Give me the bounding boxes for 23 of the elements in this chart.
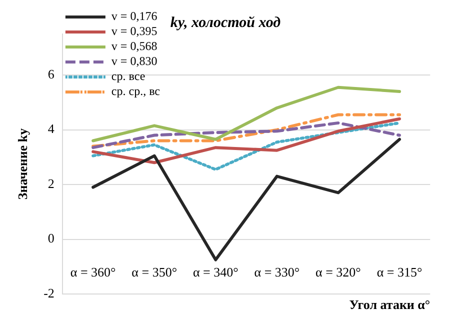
y-tick-label: 2 [48,176,54,191]
legend-label: v = 0,568 [111,39,158,54]
x-tick-label: α = 320° [316,264,361,280]
y-axis-title: Значение ky [15,128,30,200]
line-series [92,121,401,171]
line-series [92,121,401,150]
y-tick-label: 6 [48,66,55,82]
y-tick-label: 4 [48,121,55,136]
x-tick-label: α = 350° [132,264,178,280]
x-tick-label: α = 360° [70,264,116,280]
x-tick-label: α = 330° [254,264,300,280]
legend-label: v = 0,176 [111,9,158,24]
legend-label: v = 0,830 [111,54,158,68]
legend-label: ср. все [111,69,146,84]
legend-label: ср. ср., вс [111,84,160,98]
x-tick-label: α = 340° [192,264,238,280]
y-tick-label: -2 [44,285,54,300]
y-tick-label: 0 [48,230,54,246]
line-series [92,113,401,148]
legend-label: v = 0,395 [111,24,158,38]
x-axis-title: Угол атаки α° [349,296,430,312]
chart-title: ky, холостой ход [170,14,282,31]
x-tick-label: α = 315° [376,264,422,280]
